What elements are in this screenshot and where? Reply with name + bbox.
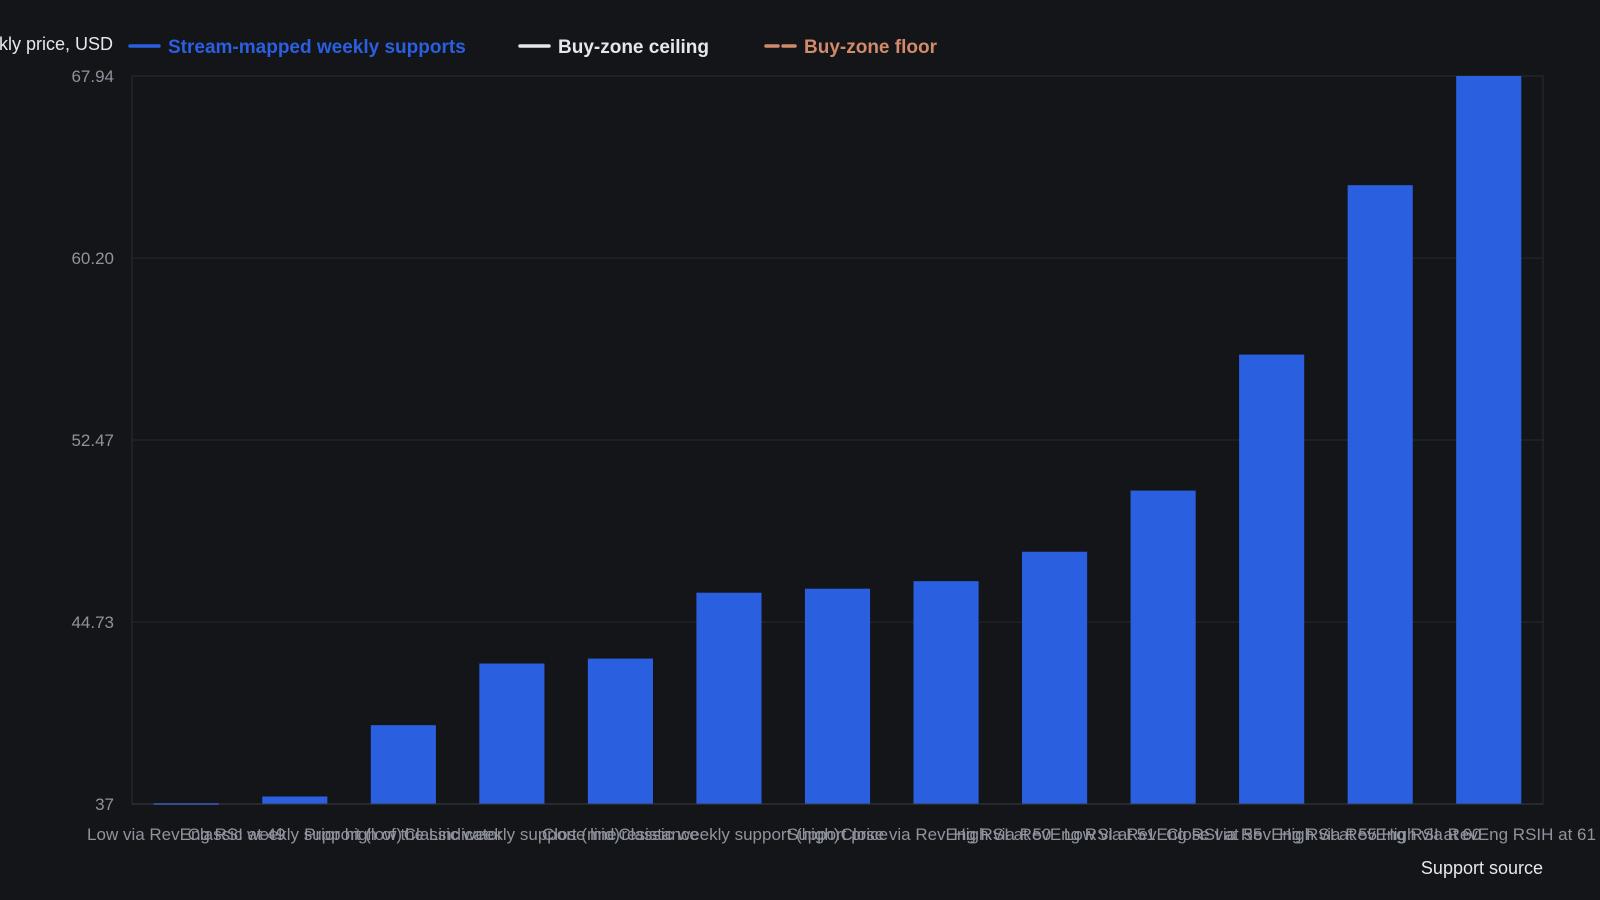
bar (804, 588, 871, 804)
bars-layer (153, 76, 1522, 805)
x-tick-label: Low via RevEng RSI at 49 (87, 825, 285, 844)
x-tick-label: Classic weekly support (low) (188, 825, 402, 844)
bar (370, 725, 436, 804)
bar (696, 592, 762, 804)
y-tick-label: 67.94 (71, 67, 114, 86)
legend-label: Stream-mapped weekly supports (168, 37, 466, 58)
bar (1130, 490, 1196, 804)
x-axis-label: Support source (1421, 858, 1543, 878)
x-tick-label: Close line resistance (542, 825, 699, 844)
x-tick-label: Low via RevEng RSI at 55 (1064, 825, 1262, 844)
x-tick-label: Support price (787, 825, 888, 844)
bar (1347, 185, 1413, 805)
x-tick-label: High via RevEng RSIH at 61 (1381, 825, 1596, 844)
y-tick-label: 60.20 (71, 249, 114, 268)
legend: Stream-mapped weekly supports Buy-zone ce… (128, 37, 938, 58)
bar (913, 581, 979, 804)
bar (262, 796, 328, 804)
y-tick-label: 52.47 (71, 431, 114, 450)
x-tick-label: High via RevEng RSI at 60 (1279, 825, 1481, 844)
y-axis-label: Weekly price, USD (0, 34, 113, 54)
bar (1456, 76, 1522, 804)
bar (1239, 354, 1305, 804)
y-tick-label: 44.73 (71, 613, 114, 632)
bar (1022, 551, 1088, 804)
x-tick-label: Prior high of the Lindicator (304, 825, 503, 844)
y-tick-label: 37 (95, 795, 114, 814)
x-tick-label: High via RevEng RSI at 51 (953, 825, 1155, 844)
x-tick-label: Close via RevEng RSI at 55 (1166, 825, 1377, 844)
legend-label: Buy-zone floor (804, 37, 938, 58)
legend-label: Buy-zone ceiling (558, 37, 709, 58)
x-tick-label: Classic weekly support (mid) (404, 825, 620, 844)
x-tick-label: Classic weekly support (high) (618, 825, 839, 844)
bar (479, 663, 545, 804)
bar (587, 658, 653, 804)
axis-layer: 37 44.73 52.47 60.20 67.94 Low via RevEng RSI… (0, 34, 1596, 878)
x-tick-label: Close via RevEng RSI at 50 (841, 825, 1052, 844)
